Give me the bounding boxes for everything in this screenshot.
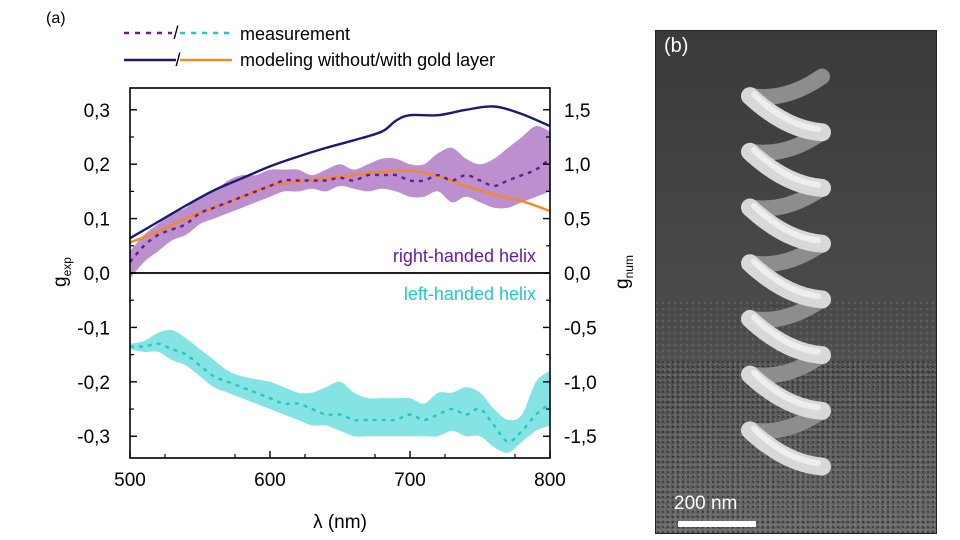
helix-highlight bbox=[751, 314, 821, 355]
line-measurement-right-handed bbox=[129, 157, 551, 263]
helix-highlight bbox=[751, 202, 821, 244]
y-left-tick-label: 0,1 bbox=[84, 210, 110, 231]
y-right-tick-label: 0,0 bbox=[564, 264, 590, 285]
y-right-tick-label: 0,5 bbox=[564, 210, 590, 231]
band-left-handed bbox=[130, 329, 550, 453]
y-left-tick-label: 0,2 bbox=[84, 155, 110, 176]
sem-helix-image bbox=[656, 31, 936, 533]
y-left-tick-label: -0,3 bbox=[77, 427, 110, 448]
helix-highlight bbox=[751, 425, 821, 467]
tick-marks: 500 600 700 800 0,3 0,2 0,1 0,0 -0,1 -0,2 -0,3 1,5 1… bbox=[77, 101, 597, 491]
scale-bar-label: 200 nm bbox=[674, 493, 738, 514]
y-left-tick-label: 0,0 bbox=[84, 264, 110, 285]
y-left-tick-label: -0,1 bbox=[77, 318, 110, 339]
y-left-tick-label: 0,3 bbox=[84, 101, 110, 122]
chart-svg: 500 600 700 800 0,3 0,2 0,1 0,0 -0,1 -0,2 -0,3 1,5 1… bbox=[50, 23, 636, 533]
annotation-left-handed: left-handed helix bbox=[404, 284, 536, 304]
y-right-tick-label: 1,0 bbox=[564, 155, 590, 176]
y-axis-label-left: gexp bbox=[50, 257, 74, 287]
y-right-tick-label: -1,5 bbox=[564, 427, 597, 448]
helix-structure bbox=[741, 68, 831, 476]
data-lines bbox=[129, 105, 551, 443]
x-tick-label: 500 bbox=[114, 470, 146, 491]
helix-highlight bbox=[751, 147, 821, 188]
x-axis-label: λ (nm) bbox=[313, 512, 367, 533]
legend: / measurement / modeling without/with go… bbox=[124, 23, 495, 70]
y-right-tick-label: -1,0 bbox=[564, 373, 597, 394]
legend-measurement-label: measurement bbox=[240, 24, 350, 44]
y-right-tick-label: -0,5 bbox=[564, 318, 597, 339]
scale-bar bbox=[678, 521, 756, 527]
line-model-with-gold bbox=[129, 169, 551, 244]
legend-slash-measurement: / bbox=[173, 23, 178, 43]
y-left-tick-label: -0,2 bbox=[77, 373, 110, 394]
panel-a-label: (a) bbox=[46, 10, 66, 27]
legend-slash-modeling: / bbox=[175, 50, 180, 70]
confidence-bands bbox=[130, 125, 550, 453]
svg-text:gexp: gexp bbox=[50, 257, 74, 287]
band-right-handed bbox=[130, 125, 550, 279]
svg-text:gnum: gnum bbox=[612, 255, 636, 289]
x-tick-label: 800 bbox=[534, 470, 566, 491]
y-axis-label-right: gnum bbox=[612, 255, 636, 289]
line-model-without-gold bbox=[129, 105, 551, 240]
line-measurement-left-handed bbox=[129, 342, 551, 443]
panel-b-label: (b) bbox=[664, 35, 689, 57]
sem-image-panel: (b) 200 nm bbox=[655, 30, 937, 534]
helix-highlight bbox=[751, 91, 821, 132]
helix-highlight bbox=[751, 369, 821, 411]
legend-modeling-label: modeling without/with gold layer bbox=[240, 50, 495, 70]
annotation-right-handed: right-handed helix bbox=[393, 246, 536, 266]
x-tick-label: 600 bbox=[254, 470, 286, 491]
y-right-tick-label: 1,5 bbox=[564, 101, 590, 122]
helix-highlight bbox=[751, 258, 821, 300]
x-tick-label: 700 bbox=[394, 470, 426, 491]
